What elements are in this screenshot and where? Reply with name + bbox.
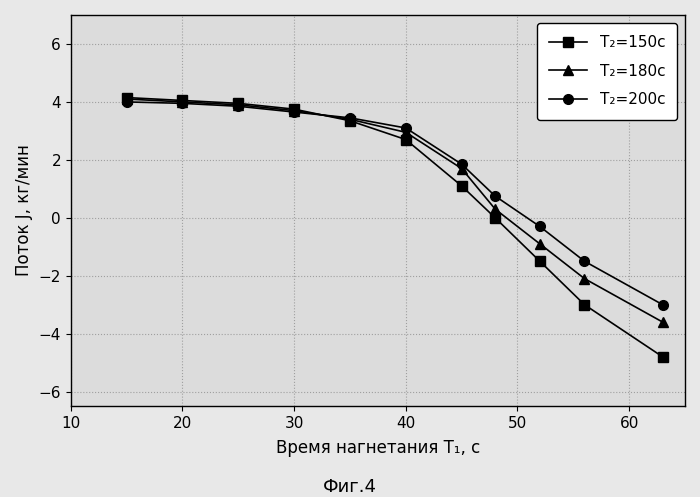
T₂=150c bbox=[659, 354, 667, 360]
T₂=150c bbox=[234, 100, 242, 106]
Text: Фиг.4: Фиг.4 bbox=[323, 478, 377, 496]
T₂=180c bbox=[234, 102, 242, 108]
Line: T₂=200c: T₂=200c bbox=[122, 97, 668, 310]
T₂=150c bbox=[580, 302, 589, 308]
T₂=150c bbox=[346, 118, 354, 124]
T₂=150c bbox=[178, 97, 187, 103]
T₂=180c bbox=[536, 241, 544, 247]
T₂=180c bbox=[122, 96, 131, 102]
T₂=150c bbox=[491, 215, 499, 221]
X-axis label: Время нагнетания T₁, с: Время нагнетания T₁, с bbox=[276, 439, 480, 457]
T₂=150c bbox=[402, 137, 410, 143]
T₂=200c bbox=[290, 109, 298, 115]
Line: T₂=150c: T₂=150c bbox=[122, 93, 668, 362]
T₂=200c bbox=[234, 103, 242, 109]
T₂=200c bbox=[122, 99, 131, 105]
T₂=200c bbox=[457, 161, 466, 167]
T₂=150c bbox=[290, 106, 298, 112]
T₂=180c bbox=[346, 116, 354, 122]
T₂=200c bbox=[659, 302, 667, 308]
T₂=180c bbox=[580, 276, 589, 282]
T₂=180c bbox=[659, 319, 667, 325]
T₂=200c bbox=[536, 224, 544, 230]
Y-axis label: Поток J, кг/мин: Поток J, кг/мин bbox=[15, 145, 33, 276]
T₂=200c bbox=[346, 115, 354, 121]
T₂=180c bbox=[290, 108, 298, 114]
T₂=180c bbox=[457, 166, 466, 171]
T₂=180c bbox=[491, 206, 499, 212]
T₂=180c bbox=[402, 129, 410, 135]
T₂=200c bbox=[580, 258, 589, 264]
T₂=180c bbox=[178, 99, 187, 105]
T₂=150c bbox=[457, 183, 466, 189]
Legend: T₂=150c, T₂=180c, T₂=200c: T₂=150c, T₂=180c, T₂=200c bbox=[537, 23, 678, 120]
T₂=150c bbox=[536, 258, 544, 264]
Line: T₂=180c: T₂=180c bbox=[122, 94, 668, 327]
T₂=150c bbox=[122, 94, 131, 100]
T₂=200c bbox=[491, 193, 499, 199]
T₂=200c bbox=[402, 125, 410, 131]
T₂=200c bbox=[178, 100, 187, 106]
